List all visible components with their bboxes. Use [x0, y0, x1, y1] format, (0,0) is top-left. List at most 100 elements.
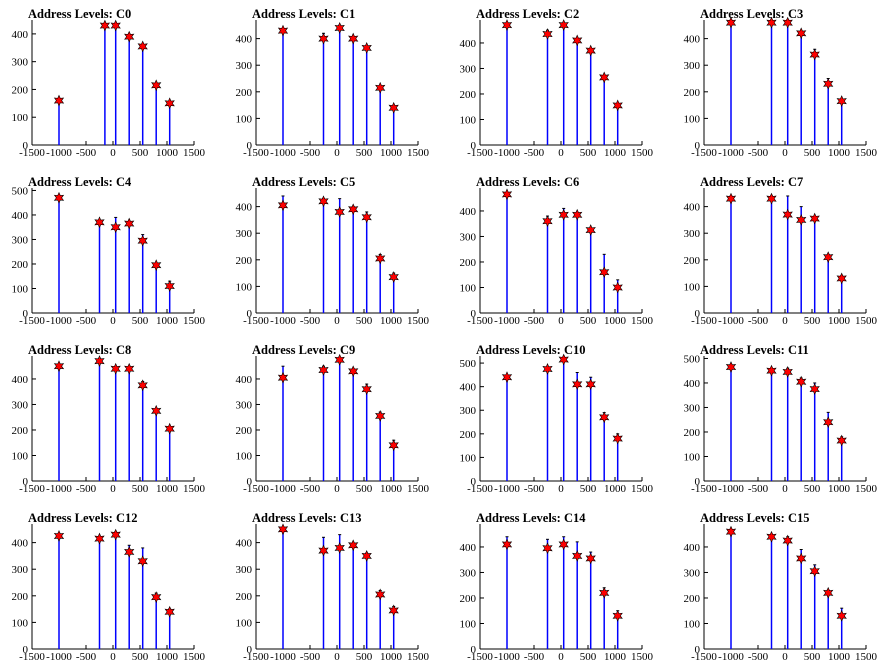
y-tick-label: 0 [471, 476, 477, 488]
peak-star-marker [388, 271, 399, 284]
x-tick-label: 1000 [828, 483, 851, 495]
x-tick-label: 1000 [828, 651, 851, 663]
x-tick-label: -1500 [691, 315, 717, 327]
x-tick-label: 0 [334, 315, 340, 327]
x-tick-label: -500 [76, 483, 97, 495]
peak-star-marker [137, 555, 148, 568]
y-tick-label: 400 [460, 206, 477, 218]
peak-star-marker [53, 360, 65, 373]
peak-star-marker [796, 27, 807, 40]
y-tick-label: 200 [684, 427, 701, 439]
x-tick-label: -1500 [691, 147, 717, 159]
x-tick-label: -1500 [19, 315, 45, 327]
y-tick-label: 0 [23, 308, 29, 320]
y-tick-label: 100 [460, 114, 477, 126]
peak-star-marker [836, 95, 847, 108]
y-tick-label: 100 [236, 450, 253, 462]
peak-star-marker [375, 410, 386, 422]
x-tick-label: -500 [300, 483, 321, 495]
x-tick-label: -1500 [19, 147, 45, 159]
x-tick-label: 0 [110, 315, 116, 327]
y-tick-label: 0 [247, 308, 253, 320]
x-tick-label: 1500 [855, 147, 878, 159]
peak-star-marker [823, 416, 834, 429]
y-tick-label: 400 [684, 202, 701, 214]
y-tick-label: 300 [236, 60, 253, 72]
chart-panel: Address Levels: C12 0 100 200 300 400 -1500 -10… [0, 504, 224, 672]
peak-star-marker [53, 530, 65, 542]
peak-star-marker [151, 591, 162, 604]
chart-panel: Address Levels: C14 0 100 200 300 400 -1500 -10… [448, 504, 672, 672]
peak-star-marker [334, 541, 345, 554]
peak-star-marker [318, 364, 329, 376]
x-tick-label: 1500 [183, 483, 206, 495]
chart-panel: Address Levels: C3 0 100 200 300 400 -1500 -100… [672, 0, 896, 168]
peak-star-marker [110, 362, 121, 375]
peak-star-marker [572, 549, 583, 562]
y-tick-label: 300 [684, 567, 701, 579]
x-tick-label: 1000 [380, 315, 403, 327]
x-tick-label: 1500 [855, 483, 878, 495]
y-tick-label: 300 [460, 231, 477, 243]
peak-star-marker [612, 281, 623, 294]
y-tick-label: 200 [684, 593, 701, 605]
x-tick-label: 1000 [156, 147, 179, 159]
y-tick-label: 300 [460, 405, 477, 417]
x-tick-label: -500 [748, 483, 769, 495]
peak-star-marker [277, 24, 289, 37]
peak-star-marker [766, 530, 777, 543]
peak-star-marker [501, 371, 513, 384]
peak-star-marker [348, 203, 359, 216]
peak-star-marker [542, 363, 553, 375]
chart-panel: Address Levels: C5 0 100 200 300 400 -1500 -100… [224, 168, 448, 336]
x-tick-label: 1000 [380, 147, 403, 159]
peak-star-marker [318, 544, 329, 557]
x-tick-label: -1500 [467, 483, 493, 495]
y-tick-label: 400 [460, 382, 477, 394]
peak-star-marker [796, 213, 807, 226]
chart-panel: Address Levels: C9 0 100 200 300 400 -1500 -100… [224, 336, 448, 504]
y-tick-label: 300 [12, 234, 29, 246]
peak-star-marker [542, 542, 553, 555]
y-tick-label: 300 [12, 399, 29, 411]
x-tick-label: -1000 [718, 483, 744, 495]
x-tick-label: 500 [132, 483, 149, 495]
peak-star-marker [725, 192, 737, 205]
peak-star-marker [782, 208, 793, 221]
chart-title: Address Levels: C10 [476, 343, 586, 357]
peak-star-marker [558, 19, 569, 32]
y-tick-label: 200 [684, 255, 701, 267]
y-tick-label: 200 [236, 425, 253, 437]
y-tick-label: 400 [12, 210, 29, 222]
y-tick-label: 400 [12, 538, 29, 550]
x-tick-label: -1000 [46, 483, 72, 495]
chart-panel: Address Levels: C13 0 100 200 300 400 -1500 -10… [224, 504, 448, 672]
y-tick-label: 0 [471, 308, 477, 320]
x-tick-label: -1000 [718, 651, 744, 663]
peak-star-marker [348, 539, 359, 552]
x-tick-label: 1000 [156, 483, 179, 495]
peak-star-marker [151, 79, 162, 92]
x-tick-label: -500 [76, 315, 97, 327]
peak-star-marker [542, 28, 553, 40]
y-tick-label: 400 [684, 542, 701, 554]
peak-star-marker [361, 549, 372, 562]
y-tick-label: 400 [236, 202, 253, 214]
x-tick-label: 1500 [631, 315, 654, 327]
chart-svg: Address Levels: C9 0 100 200 300 400 -1500 -100… [236, 343, 430, 495]
y-tick-label: 100 [12, 112, 29, 124]
peak-star-marker [94, 532, 105, 545]
y-tick-label: 300 [460, 567, 477, 579]
peak-star-marker [796, 552, 807, 565]
x-tick-label: -1500 [19, 483, 45, 495]
peak-star-marker [388, 101, 399, 114]
x-tick-label: -500 [524, 147, 545, 159]
x-tick-label: 0 [782, 651, 788, 663]
peak-star-marker [796, 375, 807, 388]
chart-title: Address Levels: C7 [700, 175, 803, 189]
x-tick-label: 1500 [407, 651, 430, 663]
x-tick-label: 500 [804, 651, 821, 663]
x-tick-label: -1500 [243, 483, 269, 495]
x-tick-label: 500 [580, 651, 597, 663]
y-tick-label: 0 [23, 476, 29, 488]
